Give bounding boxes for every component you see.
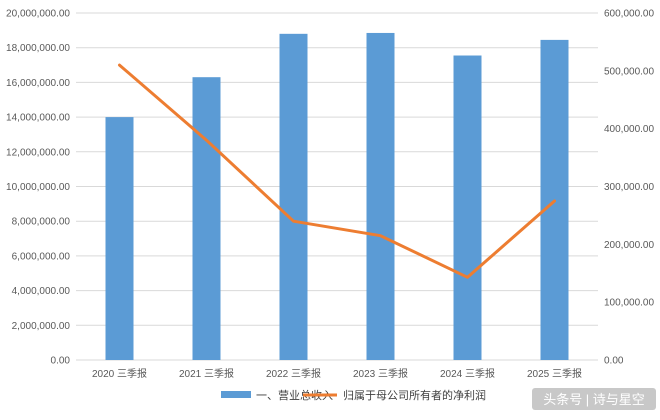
right-tick-label: 600,000.00 [604,9,654,20]
left-tick-label: 18,000,000.00 [6,43,70,54]
x-tick-label: 2020 三季报 [92,367,147,380]
right-tick-label: 100,000.00 [604,298,654,309]
grid-lines [76,12,598,361]
bar [453,55,482,360]
watermark: 头条号 | 诗与星空 [532,388,656,410]
left-axis: 0.00 2,000,000.00 4,000,000.00 6,000,000.00… [6,9,70,367]
right-tick-label: 400,000.00 [604,124,654,135]
legend-swatch-revenue [221,391,251,398]
right-tick-label: 300,000.00 [604,182,654,193]
right-tick-label: 200,000.00 [604,240,654,251]
left-tick-label: 16,000,000.00 [6,78,70,89]
x-tick-label: 2022 三季报 [266,367,321,380]
bar [192,77,221,360]
left-tick-label: 20,000,000.00 [6,9,70,20]
legend-label-revenue: 一、营业总收入 [256,388,333,402]
left-tick-label: 12,000,000.00 [6,147,70,158]
left-tick-label: 2,000,000.00 [12,321,71,332]
x-tick-label: 2023 三季报 [353,367,408,380]
right-tick-label: 500,000.00 [604,66,654,77]
watermark-text: 头条号 | 诗与星空 [543,392,645,407]
legend: 一、营业总收入 归属于母公司所有者的净利润 [221,388,486,402]
left-tick-label: 10,000,000.00 [6,182,70,193]
left-tick-label: 4,000,000.00 [12,286,71,297]
x-tick-label: 2021 三季报 [179,367,234,380]
right-tick-label: 0.00 [604,356,624,367]
right-axis: 0.00 100,000.00 200,000.00 300,000.00 400,00… [604,9,654,367]
legend-label-profit: 归属于母公司所有者的净利润 [343,388,486,402]
line-series [118,63,556,279]
x-tick-label: 2024 三季报 [440,367,495,380]
x-axis: 2020 三季报 2021 三季报 2022 三季报 2023 三季报 2024 三季报… [92,367,582,380]
bar [366,32,395,360]
bar-series [105,32,569,361]
left-tick-label: 0.00 [51,356,71,367]
x-tick-label: 2025 三季报 [527,367,582,380]
left-tick-label: 6,000,000.00 [12,251,71,262]
bar [279,33,308,360]
left-tick-label: 14,000,000.00 [6,113,70,124]
bar [105,117,134,360]
left-tick-label: 8,000,000.00 [12,217,71,228]
watermark-background [532,388,656,410]
profit-line [118,63,556,279]
